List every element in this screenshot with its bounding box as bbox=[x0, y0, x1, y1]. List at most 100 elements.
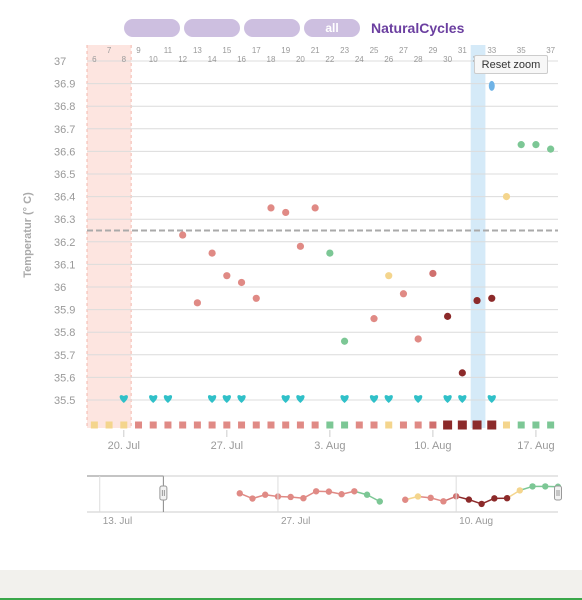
temperature-point bbox=[385, 272, 393, 280]
day-status-square bbox=[164, 421, 172, 429]
temperature-point bbox=[532, 141, 540, 149]
cycle-day-label: 27 bbox=[399, 46, 408, 55]
cycle-day-label: 6 bbox=[92, 55, 97, 64]
day-status-square bbox=[370, 421, 378, 429]
navigator-point bbox=[325, 488, 333, 495]
temperature-point bbox=[488, 294, 496, 302]
y-tick-label: 35.5 bbox=[54, 395, 75, 407]
heart-icon bbox=[149, 395, 158, 403]
day-status-square bbox=[149, 421, 157, 429]
day-status-square bbox=[105, 421, 113, 429]
cycle-day-label: 10 bbox=[149, 55, 158, 64]
day-status-square bbox=[90, 421, 98, 429]
navigator-point bbox=[262, 491, 269, 498]
reset-zoom-button[interactable]: Reset zoom bbox=[474, 55, 548, 74]
selected-temperature-point bbox=[488, 80, 495, 91]
cycle-day-label: 9 bbox=[136, 46, 141, 55]
y-tick-label: 36.4 bbox=[54, 192, 75, 204]
heart-icon bbox=[237, 395, 246, 403]
navigator-point bbox=[465, 496, 473, 503]
navigator-tick-label: 13. Jul bbox=[103, 516, 132, 527]
navigator-point bbox=[478, 500, 485, 508]
temperature-point bbox=[282, 208, 290, 217]
day-status-square bbox=[429, 421, 437, 429]
y-tick-label: 36.6 bbox=[54, 146, 75, 158]
cycle-day-label: 21 bbox=[311, 46, 320, 55]
day-status-square bbox=[223, 421, 231, 429]
range-button-2[interactable] bbox=[184, 19, 240, 37]
day-status-square bbox=[238, 421, 246, 429]
temperature-point bbox=[208, 249, 216, 257]
navigator-point bbox=[491, 495, 498, 502]
day-status-square bbox=[296, 421, 304, 429]
cycle-day-label: 12 bbox=[178, 55, 187, 64]
temperature-point bbox=[326, 249, 334, 257]
y-tick-label: 36.3 bbox=[54, 214, 75, 226]
navigator-point bbox=[516, 487, 524, 494]
heart-icon bbox=[443, 395, 452, 403]
day-status-square bbox=[487, 420, 497, 430]
x-tick-label: 20. Jul bbox=[108, 440, 140, 452]
temperature-point bbox=[311, 204, 319, 212]
heart-icon bbox=[487, 395, 496, 403]
navigator-point bbox=[402, 496, 409, 503]
heart-icon bbox=[414, 395, 423, 403]
range-button-all[interactable]: all bbox=[304, 19, 360, 37]
temperature-point bbox=[223, 272, 231, 280]
heart-icon bbox=[222, 395, 231, 403]
navigator-outline bbox=[87, 475, 164, 512]
footer-line bbox=[0, 598, 582, 600]
navigator-point bbox=[312, 488, 320, 495]
navigator-tick-label: 10. Aug bbox=[459, 516, 493, 527]
heart-icon bbox=[163, 395, 173, 403]
y-tick-label: 36.9 bbox=[54, 79, 75, 91]
navigator-handle[interactable] bbox=[554, 485, 562, 501]
range-button-1[interactable] bbox=[124, 19, 180, 37]
navigator-point bbox=[351, 488, 358, 495]
temperature-point bbox=[237, 278, 246, 287]
cycle-day-label: 23 bbox=[340, 46, 349, 55]
navigator-handle[interactable] bbox=[159, 485, 168, 501]
cycle-day-label: 22 bbox=[325, 55, 334, 64]
y-tick-label: 36.7 bbox=[54, 124, 75, 136]
temperature-point bbox=[340, 337, 349, 345]
day-status-square bbox=[311, 421, 319, 429]
day-status-square bbox=[179, 421, 187, 429]
temperature-point bbox=[296, 242, 305, 250]
temperature-point bbox=[473, 296, 481, 305]
navigator-point bbox=[427, 494, 434, 502]
day-status-square bbox=[120, 421, 128, 429]
day-status-square bbox=[135, 421, 143, 429]
day-status-square bbox=[193, 421, 201, 429]
day-status-square bbox=[443, 420, 453, 430]
cycle-day-label: 30 bbox=[443, 55, 452, 64]
day-status-square bbox=[385, 421, 393, 429]
temperature-chart: 37 36.9 36.8 36.7 36.6 36.5 36.4 36.3 36.2 36.1 36… bbox=[22, 45, 562, 527]
cycle-day-label: 13 bbox=[193, 46, 202, 55]
cycle-day-label: 29 bbox=[428, 46, 437, 55]
y-tick-label: 35.8 bbox=[54, 327, 75, 339]
temperature-point bbox=[193, 299, 201, 307]
cycle-day-label: 33 bbox=[487, 46, 496, 55]
navigator-point bbox=[363, 491, 371, 498]
y-axis-title: Temperatur (° C) bbox=[22, 192, 34, 278]
cycle-day-label: 8 bbox=[122, 55, 127, 64]
day-status-square bbox=[472, 420, 482, 430]
cycle-day-label: 24 bbox=[355, 55, 364, 64]
temperature-point bbox=[517, 141, 525, 149]
y-tick-label: 36.5 bbox=[54, 169, 75, 181]
temperature-point bbox=[267, 204, 275, 212]
day-status-square bbox=[355, 421, 363, 429]
y-tick-label: 36.8 bbox=[54, 101, 75, 113]
navigator-point bbox=[287, 493, 294, 501]
navigator-point bbox=[414, 493, 422, 500]
cycle-day-label: 19 bbox=[281, 46, 290, 55]
temperature-point bbox=[414, 335, 422, 343]
footer-band bbox=[0, 570, 582, 600]
cycle-day-label: 20 bbox=[296, 55, 305, 64]
heart-icon bbox=[369, 395, 379, 403]
day-status-square bbox=[502, 421, 510, 429]
cycle-day-label: 16 bbox=[237, 55, 246, 64]
range-button-3[interactable] bbox=[244, 19, 300, 37]
day-status-square bbox=[267, 421, 275, 429]
